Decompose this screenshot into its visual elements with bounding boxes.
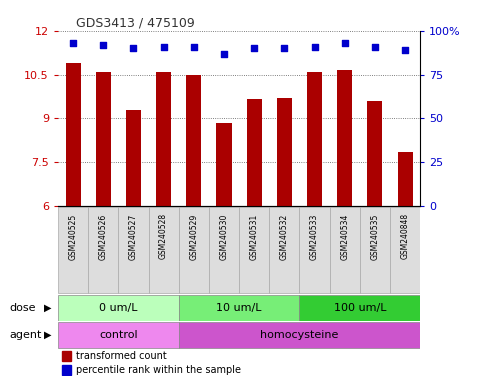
Bar [247,99,262,206]
Text: GSM240529: GSM240529 [189,213,199,260]
Bar [337,70,352,206]
Bar [66,63,81,206]
Text: GSM240528: GSM240528 [159,213,168,260]
Bar [96,72,111,206]
FancyBboxPatch shape [118,207,149,293]
Text: GSM240526: GSM240526 [99,213,108,260]
FancyBboxPatch shape [58,295,179,321]
Point [99,42,107,48]
Text: ▶: ▶ [43,303,51,313]
Bar [398,152,412,206]
FancyBboxPatch shape [299,295,420,321]
FancyBboxPatch shape [179,322,420,348]
Point [311,43,318,50]
FancyBboxPatch shape [58,322,179,348]
Point [220,50,228,56]
Text: GSM240534: GSM240534 [340,213,349,260]
Text: GSM240848: GSM240848 [400,213,410,260]
FancyBboxPatch shape [360,207,390,293]
FancyBboxPatch shape [330,207,360,293]
Text: homocysteine: homocysteine [260,330,339,340]
Bar [186,74,201,206]
Point [341,40,349,46]
Point [250,45,258,51]
FancyBboxPatch shape [58,207,88,293]
Text: GSM240533: GSM240533 [310,213,319,260]
FancyBboxPatch shape [270,207,299,293]
Point [69,40,77,46]
FancyBboxPatch shape [179,207,209,293]
FancyBboxPatch shape [299,207,330,293]
Text: percentile rank within the sample: percentile rank within the sample [76,365,241,375]
Point [371,43,379,50]
Bar [307,72,322,206]
FancyBboxPatch shape [390,207,420,293]
Point [129,45,137,51]
Text: GSM240525: GSM240525 [69,213,78,260]
Point [401,47,409,53]
Text: GSM240535: GSM240535 [370,213,380,260]
Bar [368,101,383,206]
Point [160,43,168,50]
FancyBboxPatch shape [209,207,239,293]
Text: GDS3413 / 475109: GDS3413 / 475109 [76,17,195,30]
Text: dose: dose [10,303,36,313]
Bar [277,98,292,206]
Point [190,43,198,50]
Text: 0 um/L: 0 um/L [99,303,138,313]
FancyBboxPatch shape [88,207,118,293]
Point [281,45,288,51]
Text: GSM240527: GSM240527 [129,213,138,260]
Text: ▶: ▶ [43,330,51,340]
Text: 100 um/L: 100 um/L [334,303,386,313]
FancyBboxPatch shape [149,207,179,293]
Bar [216,123,231,206]
FancyBboxPatch shape [179,295,299,321]
Text: 10 um/L: 10 um/L [216,303,262,313]
Text: GSM240532: GSM240532 [280,213,289,260]
Text: transformed count: transformed count [76,351,167,361]
Text: GSM240531: GSM240531 [250,213,259,260]
FancyBboxPatch shape [239,207,270,293]
Bar [62,364,71,375]
Bar [156,72,171,206]
Bar [62,351,71,361]
Text: agent: agent [10,330,42,340]
Bar [126,110,141,206]
Text: GSM240530: GSM240530 [219,213,228,260]
Text: control: control [99,330,138,340]
